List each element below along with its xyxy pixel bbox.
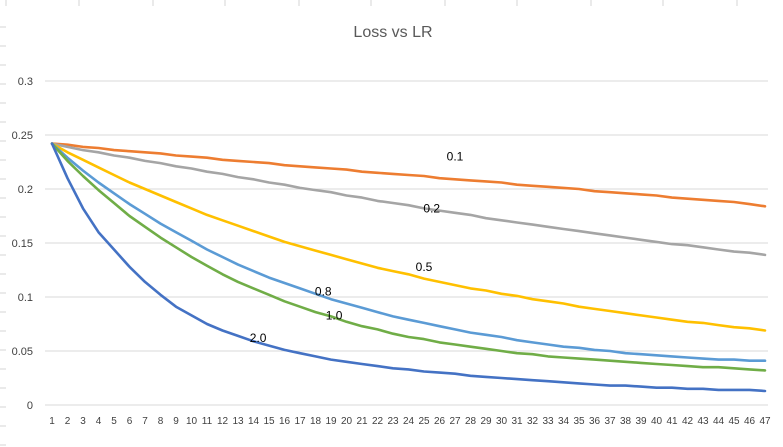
x-tick-label: 12 [217, 416, 229, 427]
x-tick-label: 44 [713, 416, 725, 427]
y-tick-labels: 0 0.05 0.1 0.15 0.2 0.25 0.3 [12, 76, 33, 412]
x-tick-label: 35 [573, 416, 585, 427]
x-tick-label: 31 [511, 416, 523, 427]
y-tick-label: 0 [27, 400, 33, 412]
x-tick-label: 30 [496, 416, 508, 427]
data-label-1.0: 1.0 [326, 308, 343, 322]
data-label-0.5: 0.5 [416, 260, 433, 274]
x-tick-label: 26 [434, 416, 446, 427]
series-line-0.2 [50, 142, 767, 257]
x-tick-label: 37 [604, 416, 616, 427]
x-tick-label: 34 [558, 416, 570, 427]
x-tick-label: 27 [449, 416, 461, 427]
x-tick-label: 7 [142, 416, 148, 427]
x-tick-label: 1 [49, 416, 55, 427]
x-tick-label: 29 [480, 416, 492, 427]
x-tick-label: 14 [248, 416, 260, 427]
x-tick-label: 8 [158, 416, 164, 427]
x-tick-label: 36 [589, 416, 601, 427]
x-tick-label: 5 [111, 416, 117, 427]
x-tick-label: 19 [325, 416, 337, 427]
x-tick-label: 22 [372, 416, 384, 427]
x-tick-label: 25 [418, 416, 430, 427]
x-tick-label: 45 [728, 416, 740, 427]
data-label-0.1: 0.1 [447, 150, 464, 164]
x-tick-label: 40 [651, 416, 663, 427]
data-label-2.0: 2.0 [250, 331, 267, 345]
y-tick-label: 0.25 [12, 130, 33, 142]
y-tick-label: 0.15 [12, 238, 33, 250]
x-tick-label: 15 [263, 416, 275, 427]
x-tick-label: 17 [294, 416, 306, 427]
x-tick-label: 32 [527, 416, 539, 427]
series-line-2.0 [50, 142, 767, 393]
x-tick-label: 9 [173, 416, 179, 427]
x-tick-label: 33 [542, 416, 554, 427]
x-tick-label: 47 [759, 416, 771, 427]
x-tick-label: 41 [666, 416, 678, 427]
x-tick-label: 16 [279, 416, 291, 427]
x-tick-label: 13 [232, 416, 244, 427]
y-tick-label: 0.05 [12, 346, 33, 358]
x-tick-label: 24 [403, 416, 415, 427]
chart-background [6, 6, 783, 447]
x-tick-label: 20 [341, 416, 353, 427]
x-tick-label: 46 [744, 416, 756, 427]
x-tick-label: 2 [65, 416, 71, 427]
data-label-0.8: 0.8 [315, 285, 332, 299]
series-line-0.1 [50, 142, 767, 208]
series-line-1.0 [50, 142, 767, 372]
x-tick-label: 4 [96, 416, 102, 427]
x-tick-label: 28 [465, 416, 477, 427]
series-line-0.5 [50, 142, 767, 332]
x-tick-label: 42 [682, 416, 694, 427]
y-tick-label: 0.2 [18, 184, 33, 196]
x-tick-label: 3 [80, 416, 86, 427]
x-tick-label: 43 [697, 416, 709, 427]
series-line-0.8 [50, 142, 767, 363]
x-tick-label: 38 [620, 416, 632, 427]
x-tick-label: 11 [202, 416, 213, 427]
chart-title: Loss vs LR [353, 24, 432, 41]
y-tick-label: 0.1 [18, 292, 33, 304]
x-tick-label: 18 [310, 416, 322, 427]
y-tick-label: 0.3 [18, 76, 33, 88]
x-tick-label: 39 [635, 416, 647, 427]
data-label-0.2: 0.2 [423, 201, 440, 215]
series-data-labels: 0.1 0.2 0.5 0.8 1.0 2.0 [250, 150, 464, 345]
x-tick-label: 21 [356, 416, 368, 427]
x-tick-label: 10 [186, 416, 198, 427]
x-tick-label: 6 [127, 416, 133, 427]
y-gridlines [45, 80, 768, 406]
series-lines [50, 142, 767, 393]
x-tick-labels: 1 2 3 4 5 6 7 8 9 10 11 12 13 14 15 16 17 18 19 20 21 22 23 24 2… [49, 416, 771, 427]
x-tick-label: 23 [387, 416, 399, 427]
